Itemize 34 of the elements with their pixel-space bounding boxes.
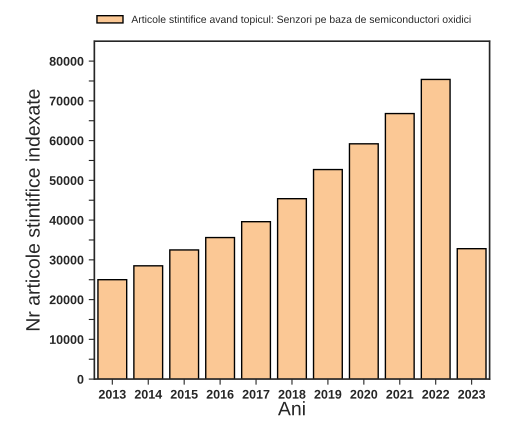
y-tick-label: 30000 (49, 256, 84, 265)
x-tick-label: 2014 (134, 390, 162, 399)
y-tick-label: 0 (77, 374, 84, 384)
bar (276, 198, 308, 380)
y-tick-label: 40000 (49, 216, 84, 225)
bar (384, 112, 415, 380)
y-tick-label: 70000 (50, 96, 84, 106)
bar (312, 168, 343, 380)
x-tick-label: 2016 (206, 390, 234, 399)
x-tick-label: 2023 (458, 390, 486, 399)
y-tick-label: 50000 (50, 176, 84, 185)
bar (97, 279, 128, 380)
x-tick-label: 2017 (242, 390, 270, 399)
bar (348, 143, 379, 380)
x-tick-label: 2021 (386, 390, 414, 399)
y-axis-title: Nr articole stintifice indexate (25, 89, 40, 330)
y-tick-label: 20000 (50, 295, 84, 304)
x-tick-label: 2015 (170, 390, 198, 399)
bar (133, 265, 164, 380)
bar (420, 78, 451, 380)
bar (240, 220, 272, 380)
bar (169, 249, 200, 380)
bar (205, 236, 236, 380)
x-tick-label: 2018 (278, 390, 306, 399)
x-axis-title: Ani (278, 401, 305, 416)
x-tick-label: 2019 (314, 390, 342, 399)
legend-label: Articole stintifice avand topicul: Senzori pe baza de semiconductori oxidici (131, 15, 471, 26)
x-tick-label: 2022 (422, 390, 450, 399)
y-tick-label: 80000 (50, 56, 84, 66)
y-tick-label: 10000 (50, 335, 84, 344)
x-tick-label: 2013 (98, 390, 126, 399)
bar (456, 248, 487, 380)
y-tick-label: 60000 (50, 136, 84, 146)
x-tick-label: 2020 (350, 390, 378, 399)
